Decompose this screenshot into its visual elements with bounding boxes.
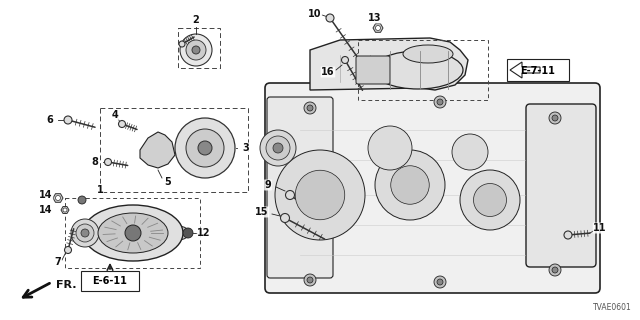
Circle shape	[125, 225, 141, 241]
Circle shape	[192, 46, 200, 54]
Ellipse shape	[98, 213, 168, 253]
Text: 15: 15	[255, 207, 269, 217]
Circle shape	[275, 150, 365, 240]
Polygon shape	[140, 132, 175, 168]
Circle shape	[549, 264, 561, 276]
Text: E-6-11: E-6-11	[93, 276, 127, 286]
Circle shape	[260, 130, 296, 166]
Text: 10: 10	[308, 9, 322, 19]
Circle shape	[452, 134, 488, 170]
Text: 12: 12	[197, 228, 211, 238]
Text: 1: 1	[97, 185, 104, 195]
Circle shape	[474, 183, 506, 217]
FancyBboxPatch shape	[267, 97, 333, 278]
Circle shape	[280, 213, 289, 222]
Text: 9: 9	[264, 180, 271, 190]
Circle shape	[56, 196, 61, 201]
Text: 16: 16	[321, 67, 335, 77]
Circle shape	[552, 115, 558, 121]
Circle shape	[376, 26, 381, 30]
Text: E-7-11: E-7-11	[520, 66, 556, 76]
Ellipse shape	[167, 226, 189, 240]
Text: TVAE0601: TVAE0601	[593, 303, 632, 312]
Text: 3: 3	[243, 143, 250, 153]
FancyBboxPatch shape	[526, 104, 596, 267]
Ellipse shape	[373, 51, 463, 89]
Circle shape	[285, 190, 294, 199]
Circle shape	[375, 150, 445, 220]
Circle shape	[368, 126, 412, 170]
Circle shape	[266, 136, 290, 160]
Circle shape	[326, 14, 334, 22]
Text: 14: 14	[39, 205, 52, 215]
FancyBboxPatch shape	[81, 271, 139, 291]
Circle shape	[118, 121, 125, 127]
FancyBboxPatch shape	[265, 83, 600, 293]
Circle shape	[307, 105, 313, 111]
Circle shape	[175, 118, 235, 178]
Circle shape	[564, 231, 572, 239]
Circle shape	[552, 267, 558, 273]
Text: 4: 4	[111, 110, 118, 120]
Text: 13: 13	[368, 13, 381, 23]
Text: 2: 2	[193, 15, 200, 25]
Circle shape	[76, 224, 94, 242]
Text: 7: 7	[54, 257, 61, 267]
Polygon shape	[510, 62, 540, 78]
Circle shape	[304, 274, 316, 286]
Text: 5: 5	[164, 177, 172, 187]
Circle shape	[273, 143, 283, 153]
Circle shape	[434, 276, 446, 288]
Circle shape	[437, 99, 443, 105]
Circle shape	[63, 208, 67, 212]
Text: FR.: FR.	[56, 280, 77, 290]
FancyBboxPatch shape	[507, 59, 569, 81]
Circle shape	[78, 196, 86, 204]
Circle shape	[180, 34, 212, 66]
Circle shape	[186, 129, 224, 167]
Circle shape	[437, 279, 443, 285]
Circle shape	[391, 166, 429, 204]
Polygon shape	[310, 38, 468, 90]
Circle shape	[183, 228, 193, 238]
Ellipse shape	[77, 226, 99, 240]
FancyBboxPatch shape	[356, 56, 390, 84]
Circle shape	[104, 158, 111, 165]
Circle shape	[65, 246, 72, 253]
Circle shape	[198, 141, 212, 155]
Circle shape	[304, 102, 316, 114]
Circle shape	[307, 277, 313, 283]
Circle shape	[549, 112, 561, 124]
Circle shape	[186, 40, 206, 60]
Circle shape	[81, 229, 89, 237]
Bar	[65, 198, 200, 268]
Text: 8: 8	[92, 157, 99, 167]
Bar	[100, 108, 248, 192]
Bar	[358, 40, 488, 100]
Text: 14: 14	[39, 190, 52, 200]
Circle shape	[71, 219, 99, 247]
Circle shape	[179, 41, 185, 47]
Circle shape	[460, 170, 520, 230]
Polygon shape	[61, 206, 69, 213]
Text: 6: 6	[47, 115, 53, 125]
Polygon shape	[53, 194, 63, 202]
Text: 11: 11	[593, 223, 607, 233]
Polygon shape	[373, 24, 383, 32]
Circle shape	[434, 96, 446, 108]
Circle shape	[64, 116, 72, 124]
Ellipse shape	[403, 45, 453, 63]
Ellipse shape	[83, 205, 183, 261]
Circle shape	[342, 57, 349, 63]
Bar	[178, 28, 220, 68]
Circle shape	[295, 170, 345, 220]
